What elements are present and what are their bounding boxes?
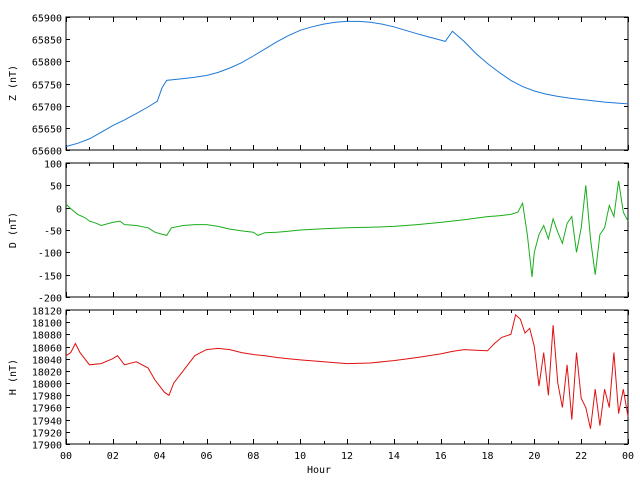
- h-ytick-label: 18080: [32, 331, 62, 342]
- h-series-line: [65, 313, 629, 429]
- h-axis-title: H (nT): [8, 359, 19, 395]
- x-tick-group: 00 02 04 06 08 10 12 14 16 18 20 22 00: [60, 451, 634, 462]
- z-panel: Z (nT) 65600 65650 65700 65750 65800 65850 659…: [8, 14, 629, 158]
- h-series-group: [65, 313, 629, 429]
- d-ytick-label: -200: [38, 294, 62, 305]
- z-ytick-label: 65800: [32, 58, 62, 69]
- h-ytick-label: 17920: [32, 429, 62, 440]
- z-ytick-label: 65700: [32, 103, 62, 114]
- x-tick-label: 18: [481, 451, 493, 462]
- z-ytick-label: 65850: [32, 36, 62, 47]
- x-tick-label: 12: [341, 451, 353, 462]
- d-tick-group: -200 -150 -100 -50 0 50 100: [38, 160, 629, 305]
- d-series-line: [65, 180, 629, 277]
- x-tick-label: 16: [435, 451, 447, 462]
- x-axis-title: Hour: [307, 465, 331, 476]
- h-panel: H (nT) 179001792017940179601798018000180…: [8, 307, 634, 477]
- x-tick-label: 14: [388, 451, 400, 462]
- z-tick-group: 65600 65650 65700 65750 65800 65850 65900: [32, 14, 629, 158]
- h-ytick-label: 17980: [32, 392, 62, 403]
- d-ytick-label: 50: [50, 182, 62, 193]
- x-tick-label: 10: [294, 451, 306, 462]
- x-tick-label: 00: [60, 451, 72, 462]
- h-ytick-label: 18000: [32, 380, 62, 391]
- x-tick-label: 00: [622, 451, 634, 462]
- x-tick-label: 08: [247, 451, 259, 462]
- z-ytick-label: 65600: [32, 147, 62, 158]
- x-tick-label: 02: [107, 451, 119, 462]
- x-tick-label: 22: [575, 451, 587, 462]
- z-ytick-label: 65750: [32, 81, 62, 92]
- d-ytick-label: -50: [44, 227, 62, 238]
- d-series-group: [65, 180, 629, 277]
- d-ytick-label: 0: [56, 205, 62, 216]
- x-tick-label: 06: [200, 451, 212, 462]
- z-ytick-label: 65900: [32, 14, 62, 25]
- x-tick-label: 04: [154, 451, 166, 462]
- d-panel: D (nT) -200 -150 -100 -50 0 50 100: [8, 160, 629, 305]
- h-plot-frame: [65, 309, 629, 445]
- h-ytick-label: 18020: [32, 368, 62, 379]
- d-axis-title: D (nT): [8, 212, 19, 248]
- h-ytick-label: 18040: [32, 356, 62, 367]
- d-ytick-label: -100: [38, 249, 62, 260]
- h-ytick-label: 18120: [32, 307, 62, 318]
- z-plot-frame: [65, 16, 629, 151]
- d-ytick-label: -150: [38, 272, 62, 283]
- z-ytick-label: 65650: [32, 125, 62, 136]
- h-ytick-label: 18100: [32, 319, 62, 330]
- x-tick-label: 20: [528, 451, 540, 462]
- h-ytick-label: 17960: [32, 404, 62, 415]
- h-ytick-label: 18060: [32, 344, 62, 355]
- z-series-line: [65, 20, 629, 147]
- d-plot-frame: [65, 162, 629, 298]
- d-ytick-label: 100: [44, 160, 62, 171]
- h-ytick-label: 17940: [32, 417, 62, 428]
- z-series-group: [65, 20, 629, 147]
- h-ytick-label: 17900: [32, 441, 62, 452]
- z-axis-title: Z (nT): [8, 65, 19, 101]
